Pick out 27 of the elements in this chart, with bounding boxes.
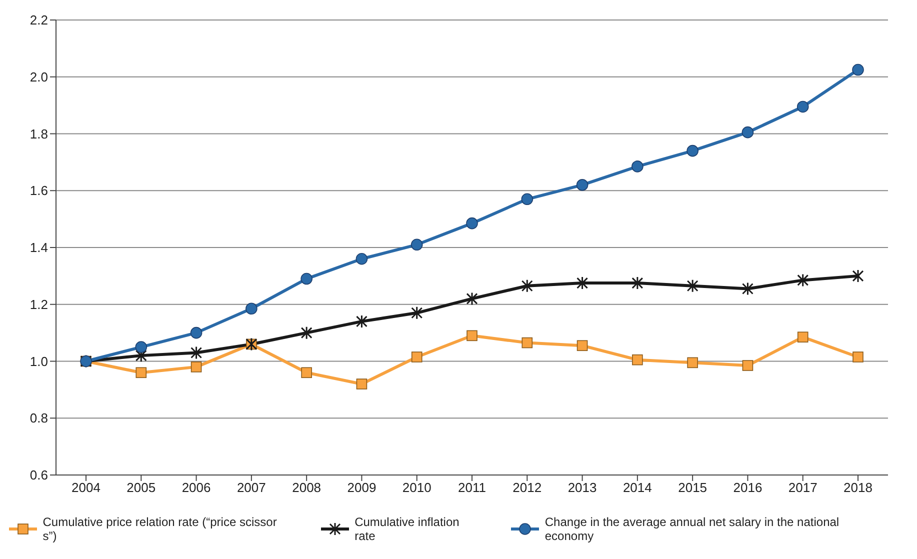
x-tick-label: 2008: [292, 480, 322, 496]
y-tick-label: 2.0: [30, 69, 48, 84]
x-tick-label: 2016: [733, 480, 762, 496]
y-tick-label: 1.8: [30, 126, 48, 142]
x-tick-label: 2007: [236, 480, 266, 496]
x-tick-label: 2015: [678, 480, 708, 496]
x-tick-label: 2009: [347, 480, 376, 496]
x-tick-label: 2013: [568, 480, 597, 496]
x-tick-label: 2018: [844, 480, 872, 496]
y-tick-label: 2.2: [30, 12, 48, 28]
legend-label: Change in the average annual net salary in the national economy: [544, 515, 840, 543]
y-tick-label: 1.0: [30, 354, 48, 369]
y-tick-label: 1.2: [30, 296, 48, 312]
x-tick-label: 2012: [512, 480, 542, 496]
x-tick-label: 2011: [458, 480, 486, 496]
x-tick-label: 2010: [402, 480, 432, 496]
legend-label: Cumulative price relation rate (“price scissor s”): [42, 515, 278, 543]
y-tick-label: 0.8: [30, 410, 48, 426]
x-tick-label: 2014: [622, 480, 652, 496]
y-tick-label: 1.6: [30, 183, 48, 198]
legend-label: Cumulative inflation rate: [354, 515, 460, 543]
x-tick-label: 2017: [788, 480, 818, 496]
x-tick-label: 2005: [126, 480, 156, 496]
y-tick-label: 1.4: [30, 240, 48, 256]
x-tick-label: 2006: [182, 480, 211, 496]
x-tick-label: 2004: [72, 480, 100, 496]
y-tick-label: 0.6: [30, 468, 48, 483]
